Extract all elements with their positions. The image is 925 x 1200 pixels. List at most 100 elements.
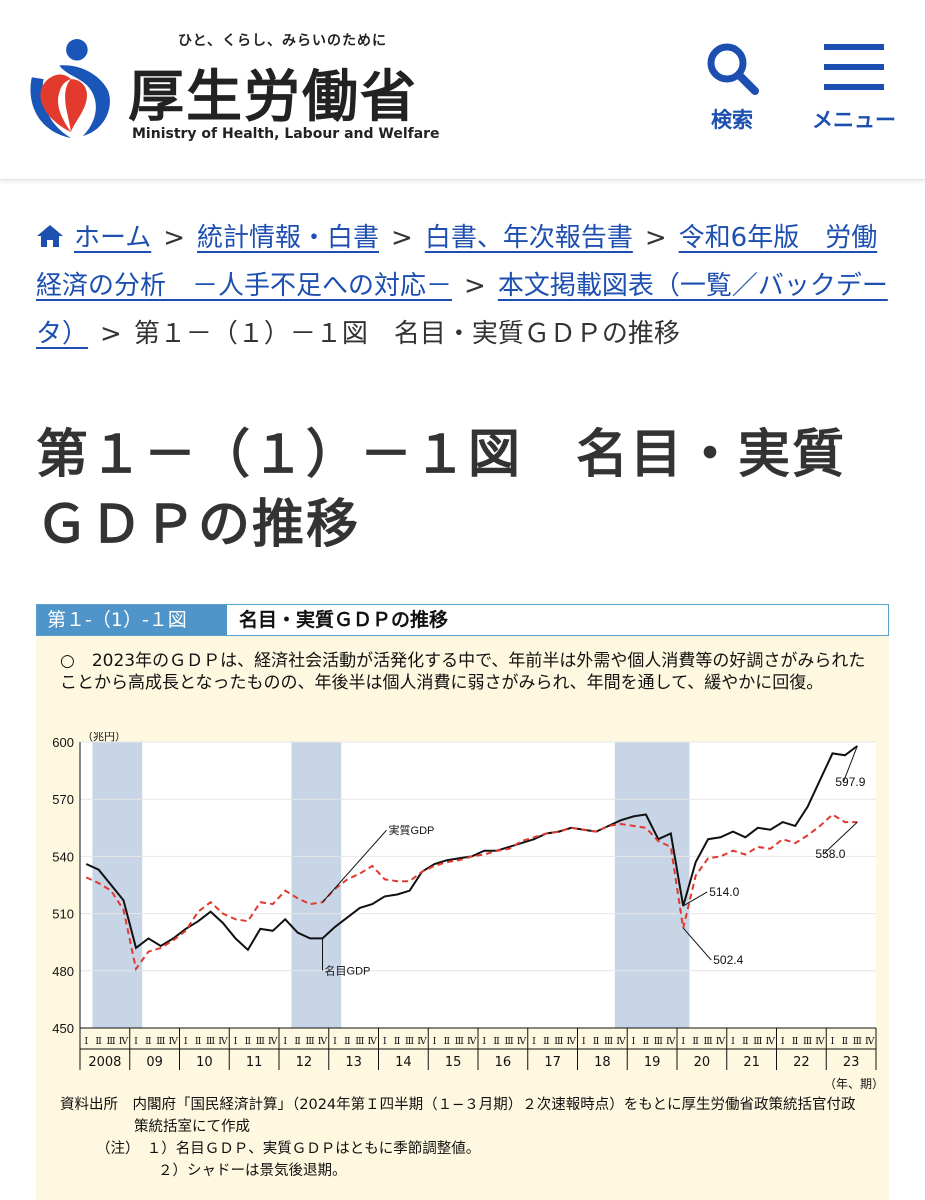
quarter-tick-label: Ⅱ xyxy=(742,1036,748,1047)
year-tick-label: 21 xyxy=(743,1055,760,1070)
quarter-tick-label: Ⅱ xyxy=(245,1036,251,1047)
search-icon xyxy=(707,43,759,95)
quarter-tick-label: Ⅲ xyxy=(107,1036,116,1047)
quarter-tick-label: Ⅱ xyxy=(842,1036,848,1047)
breadcrumb-current: 第１－（１）－１図 名目・実質ＧＤＰの推移 xyxy=(133,319,680,349)
quarter-tick-label: Ⅳ xyxy=(666,1036,676,1047)
quarter-tick-label: Ⅳ xyxy=(567,1036,577,1047)
quarter-tick-label: Ⅱ xyxy=(95,1036,101,1047)
annotation-label: 597.9 xyxy=(835,775,865,789)
year-tick-label: 20 xyxy=(694,1055,711,1070)
site-logo-text[interactable]: 厚生労働省 xyxy=(128,64,418,130)
breadcrumb-separator: > xyxy=(464,271,486,301)
quarter-tick-label: Ⅱ xyxy=(294,1036,300,1047)
site-tagline: ひと、くらし、みらいのために xyxy=(178,33,388,49)
breadcrumb-home-link[interactable]: ホーム xyxy=(74,223,152,253)
quarter-tick-label: Ⅳ xyxy=(616,1036,626,1047)
quarter-tick-label: Ⅲ xyxy=(355,1036,364,1047)
quarter-tick-label: Ⅰ xyxy=(333,1036,337,1047)
y-tick-label: 450 xyxy=(52,1021,74,1036)
breadcrumb-link-figure-list[interactable]: 本文掲載図表（一覧／バックデータ） xyxy=(36,271,888,349)
y-tick-label: 480 xyxy=(52,964,74,979)
breadcrumb-separator: > xyxy=(163,223,186,253)
quarter-tick-label: Ⅱ xyxy=(344,1036,350,1047)
figure-panel: 第１-（1）-１図 名目・実質ＧＤＰの推移 ○ 2023年のＧＤＰは、経済社会活… xyxy=(36,604,889,1200)
quarter-tick-label: Ⅳ xyxy=(865,1036,875,1047)
year-tick-label: 22 xyxy=(793,1055,810,1070)
quarter-tick-label: Ⅲ xyxy=(554,1036,563,1047)
menu-label: メニュー xyxy=(812,108,896,132)
y-tick-label: 510 xyxy=(52,907,74,922)
figure-name: 名目・実質ＧＤＰの推移 xyxy=(239,609,449,631)
quarter-tick-label: Ⅳ xyxy=(368,1036,378,1047)
annotation-leader xyxy=(842,745,858,783)
y-tick-label: 540 xyxy=(52,849,74,864)
quarter-tick-label: Ⅱ xyxy=(444,1036,450,1047)
y-axis-label: （兆円） xyxy=(82,732,126,743)
home-icon xyxy=(37,225,63,247)
quarter-tick-label: Ⅲ xyxy=(853,1036,862,1047)
annotation-label: 502.4 xyxy=(713,953,743,967)
quarter-tick-label: Ⅳ xyxy=(467,1036,477,1047)
quarter-tick-label: Ⅱ xyxy=(643,1036,649,1047)
quarter-tick-label: Ⅳ xyxy=(766,1036,776,1047)
quarter-tick-label: Ⅳ xyxy=(119,1036,129,1047)
annotation-label: 名目GDP xyxy=(325,963,371,977)
quarter-tick-label: Ⅲ xyxy=(505,1036,514,1047)
annotation-leader xyxy=(322,829,387,903)
mhlw-logo-icon[interactable] xyxy=(22,36,120,140)
annotation-leader xyxy=(682,891,708,907)
hamburger-menu-icon xyxy=(824,44,884,90)
source-label: 資料出所 xyxy=(60,1097,118,1113)
year-tick-label: 19 xyxy=(644,1055,661,1070)
quarter-tick-label: Ⅲ xyxy=(405,1036,414,1047)
year-tick-label: 11 xyxy=(246,1055,263,1070)
quarter-tick-label: Ⅲ xyxy=(753,1036,762,1047)
quarter-tick-label: Ⅳ xyxy=(815,1036,825,1047)
site-logo-english: Ministry of Health, Labour and Welfare xyxy=(132,126,440,142)
year-tick-label: 14 xyxy=(395,1055,412,1070)
y-tick-label: 570 xyxy=(52,792,74,807)
recession-shade xyxy=(614,742,690,1028)
quarter-tick-label: Ⅰ xyxy=(482,1036,486,1047)
quarter-tick-label: Ⅰ xyxy=(184,1036,188,1047)
site-header: ひと、くらし、みらいのために 厚生労働省 Ministry of Health,… xyxy=(0,0,925,180)
quarter-tick-label: Ⅲ xyxy=(704,1036,713,1047)
source-text-continued: 策統括室にて作成 xyxy=(134,1119,250,1135)
breadcrumb-link-statistics[interactable]: 統計情報・白書 xyxy=(197,223,380,253)
page-title: 第１－（１）－１図 名目・実質ＧＤＰの推移 xyxy=(36,425,847,555)
year-tick-label: 12 xyxy=(296,1055,313,1070)
search-button[interactable]: 検索 xyxy=(700,40,764,134)
year-tick-label: 2008 xyxy=(88,1055,121,1070)
breadcrumb-separator: > xyxy=(391,223,413,253)
quarter-tick-label: Ⅱ xyxy=(145,1036,151,1047)
quarter-tick-label: Ⅱ xyxy=(692,1036,698,1047)
quarter-tick-label: Ⅱ xyxy=(543,1036,549,1047)
quarter-tick-label: Ⅳ xyxy=(218,1036,228,1047)
quarter-tick-label: Ⅰ xyxy=(84,1036,88,1047)
quarter-tick-label: Ⅰ xyxy=(781,1036,785,1047)
breadcrumb-link-labour-economy[interactable]: 令和6年版 労働経済の分析 －人手不足への対応－ xyxy=(36,223,878,301)
quarter-tick-label: Ⅳ xyxy=(517,1036,527,1047)
quarter-tick-label: Ⅲ xyxy=(256,1036,265,1047)
note-1: １）名目ＧＤＰ、実質ＧＤＰはともに季節調整値。 xyxy=(146,1141,481,1157)
search-label: 検索 xyxy=(711,108,753,132)
year-tick-label: 10 xyxy=(196,1055,213,1070)
note-2: ２）シャドーは景気後退期。 xyxy=(158,1163,347,1179)
menu-button[interactable]: メニュー xyxy=(798,40,910,134)
quarter-tick-label: Ⅲ xyxy=(206,1036,215,1047)
year-tick-label: 09 xyxy=(146,1055,163,1070)
real-gdp-line xyxy=(85,813,858,972)
breadcrumb-link-white-papers[interactable]: 白書、年次報告書 xyxy=(424,223,633,253)
quarter-tick-label: Ⅱ xyxy=(792,1036,798,1047)
quarter-tick-label: Ⅳ xyxy=(169,1036,179,1047)
annotation-label: 558.0 xyxy=(815,847,845,861)
quarter-tick-label: Ⅲ xyxy=(455,1036,464,1047)
year-tick-label: 17 xyxy=(544,1055,561,1070)
quarter-tick-label: Ⅱ xyxy=(394,1036,400,1047)
quarter-tick-label: Ⅳ xyxy=(268,1036,278,1047)
plot-area xyxy=(80,742,876,1028)
quarter-tick-label: Ⅱ xyxy=(593,1036,599,1047)
year-tick-label: 13 xyxy=(345,1055,362,1070)
